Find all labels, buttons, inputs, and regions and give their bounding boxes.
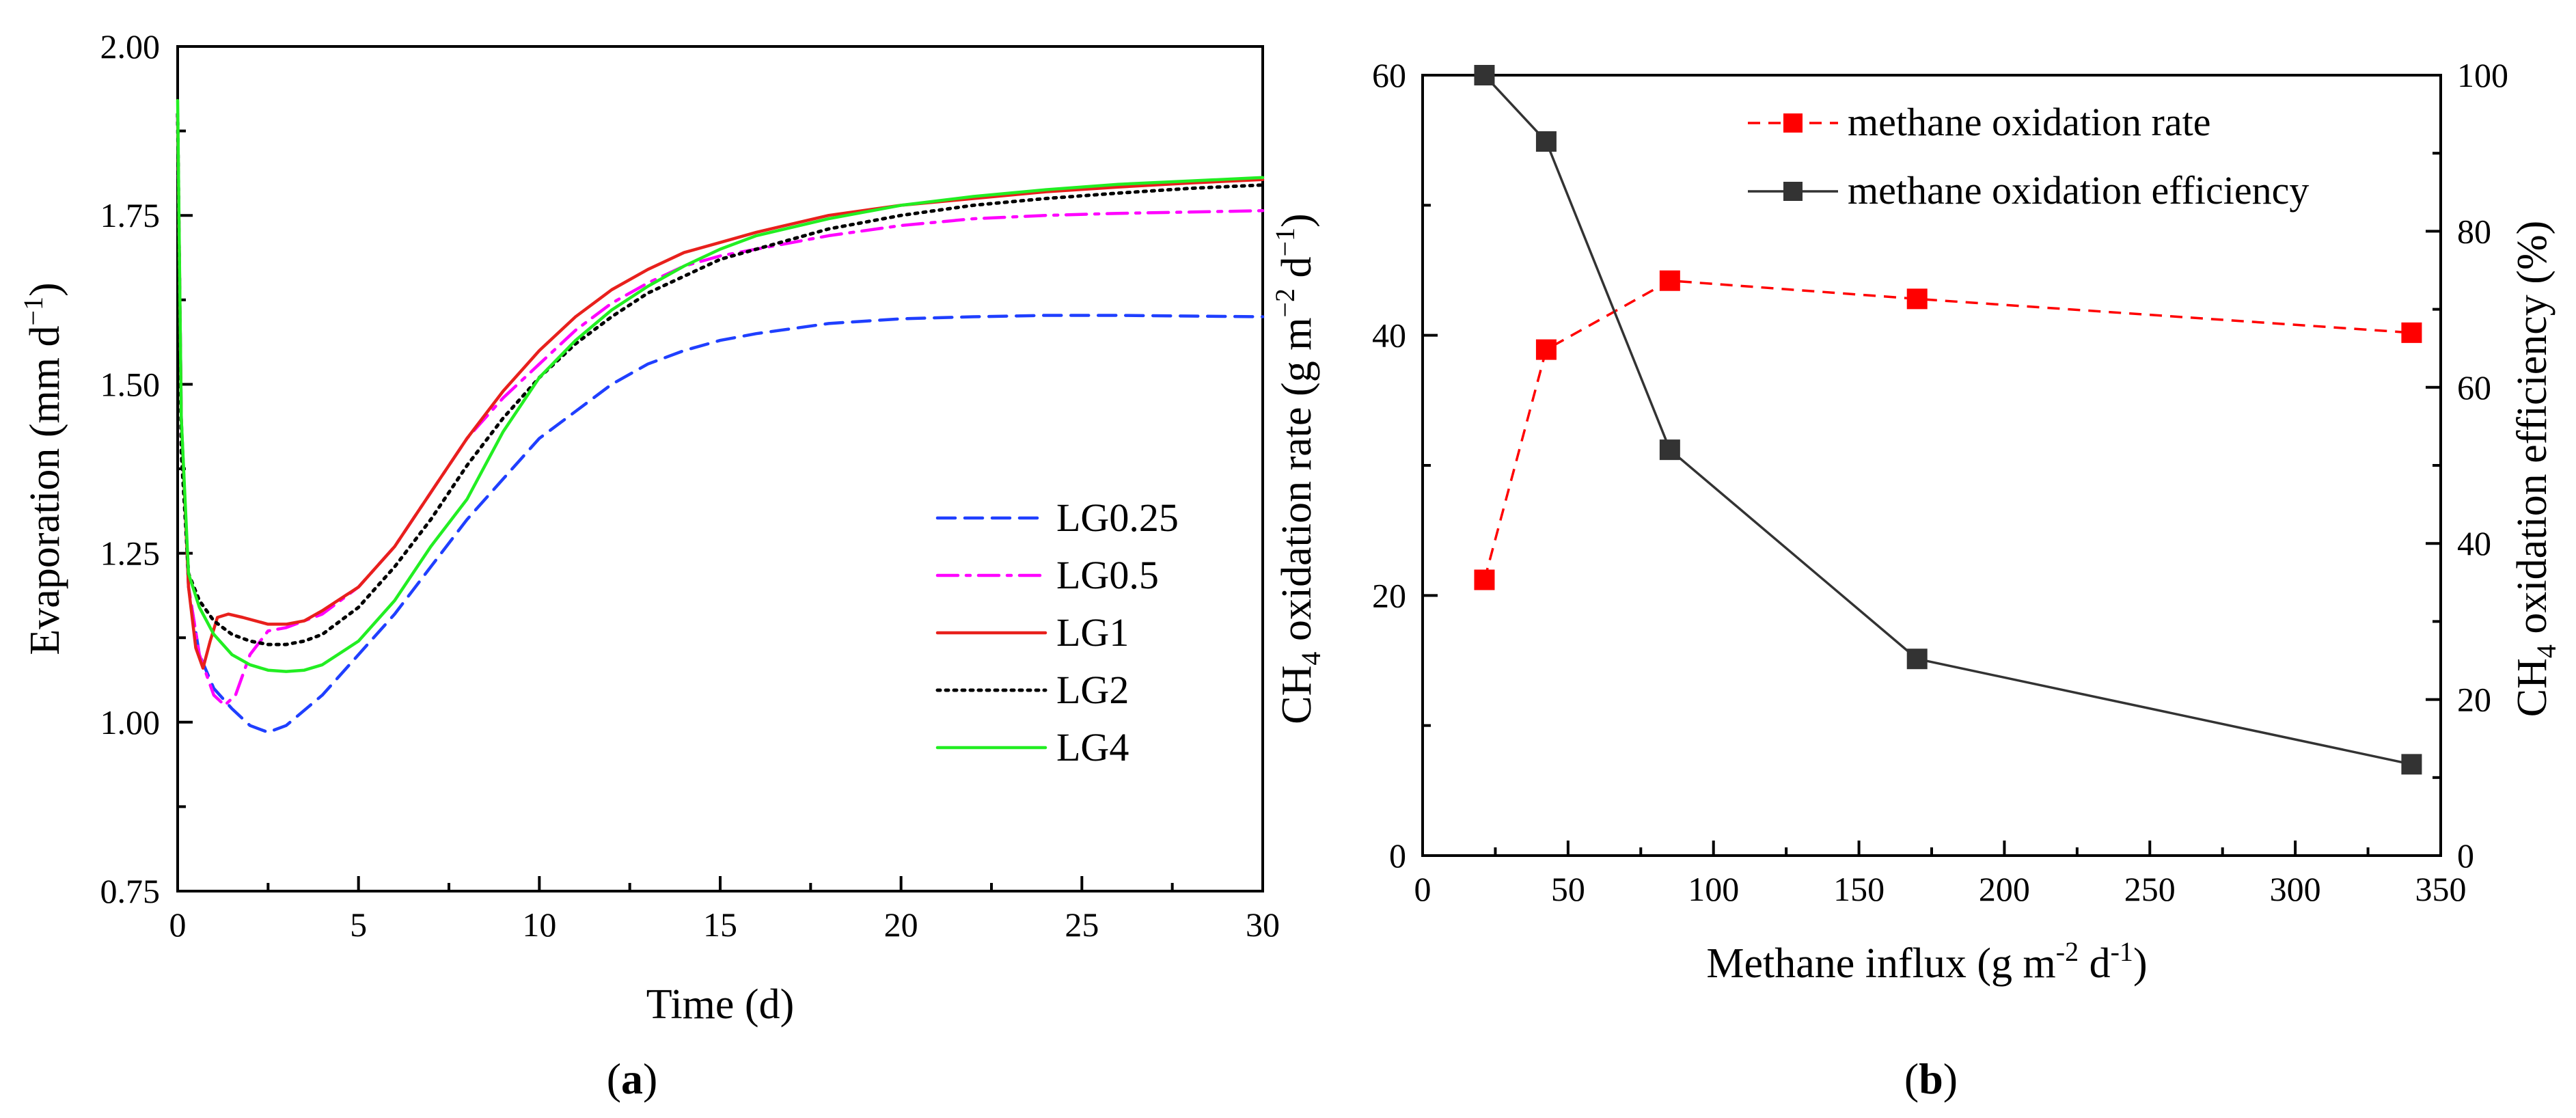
x-tick-label: 100 [1688,870,1739,908]
x-tick-label: 30 [1246,905,1280,944]
oxidation-rate-marker [1659,270,1680,291]
series-line-lg2 [176,112,1265,646]
x-tick-label: 0 [1414,870,1431,908]
panel-a-x-axis-label: Time (d) [646,981,794,1028]
panel-a-series [176,98,1265,734]
legend-label: LG4 [1056,725,1129,769]
legend-marker [1783,113,1803,133]
series-line-lg0-5 [176,112,1265,707]
right-y-tick-label: 0 [2457,836,2474,875]
panel-b-label: (b) [1904,1054,1958,1103]
x-tick-label: 20 [884,905,918,944]
legend-label: LG1 [1056,610,1129,655]
legend-label: methane oxidation efficiency [1848,168,2309,213]
oxidation-rate-line [1483,279,2412,580]
legend-label: methane oxidation rate [1848,100,2210,144]
x-tick-label: 350 [2415,870,2467,908]
right-y-tick-label: 80 [2457,212,2491,250]
panel-b-series [1474,65,2422,775]
oxidation-efficiency-marker [2401,754,2422,775]
x-tick-label: 15 [703,905,737,944]
left-y-tick-label: 20 [1372,576,1406,614]
x-tick-label: 150 [1833,870,1885,908]
y-tick-label: 1.25 [100,534,161,573]
right-y-tick-label: 100 [2457,56,2508,94]
panel-b-left-y-axis-label: CH4 oxidation rate (g m−2 d−1) [1270,213,1326,724]
left-y-tick-label: 0 [1389,836,1406,875]
y-tick-label: 2.00 [100,27,161,66]
panel-b-right-y-axis-label: CH4 oxidation efficiency (%) [2509,221,2562,717]
left-y-tick-label: 40 [1372,316,1406,355]
oxidation-rate-marker [1474,569,1495,590]
panel-b-chart: 0 50 100 150 200 250 300 350 0 20 40 60 0 20 40 60 80 1… [1270,56,2562,1103]
y-tick-label: 0.75 [100,872,161,910]
right-y-tick-label: 40 [2457,524,2491,562]
legend-marker [1783,182,1803,201]
x-tick-label: 25 [1065,905,1099,944]
panel-b-legend: methane oxidation rate methane oxidation … [1748,100,2309,213]
y-tick-label: 1.50 [100,365,161,403]
panel-b-x-ticks: 0 50 100 150 200 250 300 350 [1414,841,2467,908]
oxidation-efficiency-marker [1906,649,1928,670]
oxidation-rate-marker [1906,288,1928,310]
oxidation-efficiency-marker [1535,131,1557,152]
y-tick-label: 1.75 [100,196,161,234]
panel-b-left-y-ticks: 0 20 40 60 [1372,56,1438,875]
oxidation-efficiency-marker [1659,439,1680,461]
oxidation-rate-marker [2401,322,2422,343]
x-tick-label: 5 [350,905,367,944]
x-tick-label: 50 [1551,870,1585,908]
y-tick-label: 1.00 [100,703,161,741]
series-line-lg4 [176,98,1265,673]
legend-label: LG2 [1056,668,1129,712]
oxidation-rate-marker [1535,339,1557,360]
panel-a-y-ticks: 0.75 1.00 1.25 1.50 1.75 2.00 [100,27,193,910]
panel-b-x-axis-label: Methane influx (g m-2 d-1) [1706,936,2147,987]
right-y-tick-label: 20 [2457,681,2491,719]
panel-a-x-ticks: 0 5 10 15 20 25 30 [169,876,1280,944]
panel-b-right-y-ticks: 0 20 40 60 80 100 [2426,56,2508,875]
panel-a-legend: LG0.25 LG0.5 LG1 LG2 LG4 [935,495,1179,769]
right-y-tick-label: 60 [2457,368,2491,407]
left-y-tick-label: 60 [1372,56,1406,94]
x-tick-label: 300 [2270,870,2321,908]
panel-a-chart: 0 5 10 15 20 25 30 0.75 1.00 1.25 1.50 1.75 2.00 Ti… [18,27,1280,1103]
x-tick-label: 10 [522,905,556,944]
series-line-lg0-25 [176,112,1265,734]
x-tick-label: 200 [1979,870,2030,908]
panel-a-label: (a) [607,1054,658,1103]
x-tick-label: 250 [2124,870,2176,908]
panel-a-y-axis-label: Evaporation (mm d−1) [18,282,68,655]
legend-label: LG0.25 [1056,495,1179,540]
x-tick-label: 0 [169,905,187,944]
legend-label: LG0.5 [1056,553,1159,597]
oxidation-efficiency-marker [1474,65,1495,85]
